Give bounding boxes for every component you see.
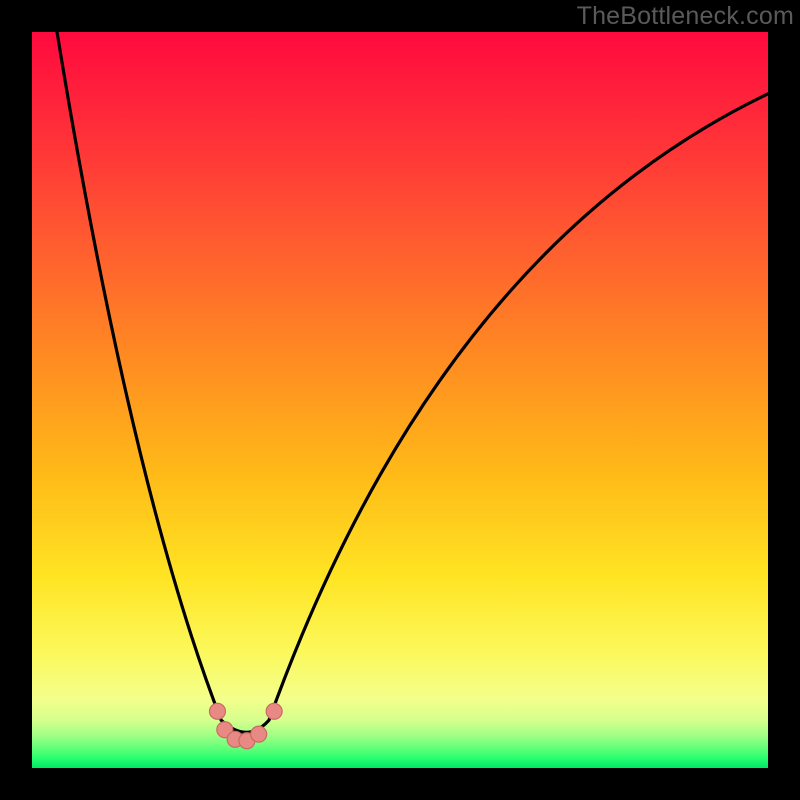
curve-marker: [209, 703, 225, 719]
plot-background-gradient: [32, 32, 768, 768]
chart-container: TheBottleneck.com: [0, 0, 800, 800]
bottleneck-chart-svg: [0, 0, 800, 800]
watermark-text: TheBottleneck.com: [577, 2, 794, 31]
curve-marker: [251, 726, 267, 742]
curve-marker: [266, 703, 282, 719]
